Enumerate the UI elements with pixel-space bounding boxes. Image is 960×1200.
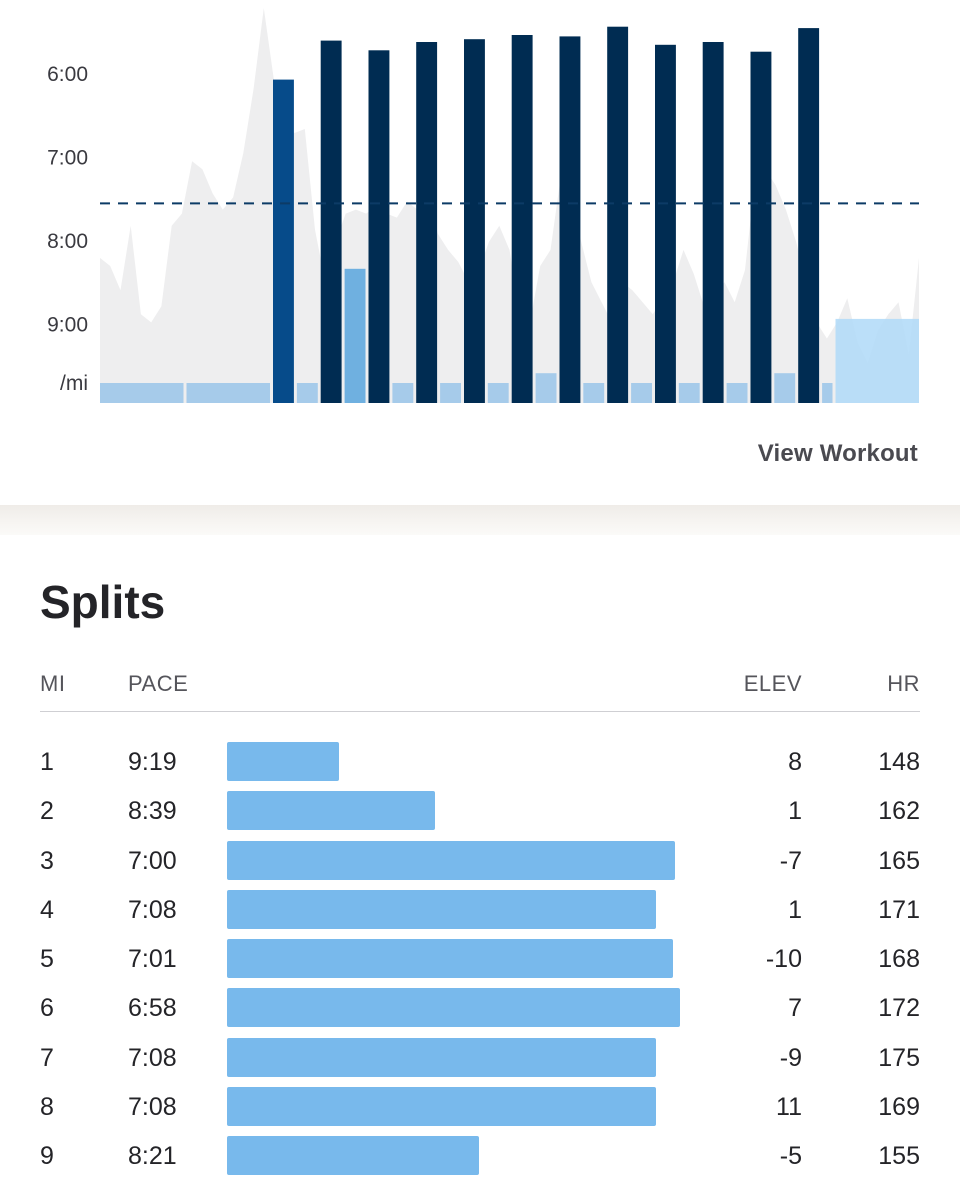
splits-title: Splits — [40, 576, 166, 628]
split-pace-bar — [227, 889, 656, 929]
header-pace: PACE — [128, 671, 189, 696]
split-elevation: 1 — [788, 895, 802, 924]
header-mi: MI — [40, 671, 66, 696]
split-row: 3 7:00 -7 165 — [0, 840, 960, 890]
y-tick-label: 6:00 — [47, 63, 88, 86]
split-row: 5 7:01 -10 168 — [0, 939, 960, 988]
split-mile: 1 — [40, 748, 54, 776]
split-row: 2 8:39 1 162 — [0, 791, 960, 840]
splits-table: 1 9:19 8 148 2 8:39 1 162 3 7:00 -7 165 4 7:08 1 171 5 7:… — [0, 742, 960, 1186]
split-elevation: -5 — [779, 1142, 802, 1171]
split-pace: 8:39 — [128, 797, 177, 826]
split-heart-rate: 162 — [878, 797, 920, 826]
split-heart-rate: 171 — [878, 895, 920, 924]
split-pace-bar — [227, 1136, 479, 1176]
pace-chart: 6:00 7:00 8:00 9:00/mi — [47, 8, 919, 404]
recovery-pace-bar — [678, 383, 700, 403]
split-mile: 2 — [40, 797, 54, 826]
y-unit-label: /mi — [60, 372, 88, 395]
split-heart-rate: 165 — [878, 846, 920, 875]
split-pace: 7:08 — [128, 1043, 177, 1072]
split-heart-rate: 175 — [878, 1043, 920, 1072]
split-pace: 7:08 — [128, 895, 177, 924]
recovery-pace-bar — [774, 373, 796, 403]
split-mile: 5 — [40, 945, 54, 974]
split-mile: 3 — [40, 846, 54, 875]
split-mile: 4 — [40, 895, 54, 924]
split-elevation: -7 — [779, 846, 802, 875]
y-tick-label: 9:00 — [47, 314, 88, 337]
split-pace-bar — [227, 1037, 656, 1077]
split-pace-bar — [227, 742, 339, 781]
run-pace-bar — [273, 79, 294, 403]
split-elevation: 8 — [788, 748, 802, 776]
split-pace: 7:01 — [128, 945, 177, 974]
recovery-pace-bar — [440, 383, 461, 403]
split-heart-rate: 155 — [878, 1142, 920, 1171]
recovery-pace-bar — [583, 383, 605, 403]
split-elevation: -9 — [779, 1043, 802, 1072]
split-pace: 7:08 — [128, 1093, 177, 1122]
split-row: 6 6:58 7 172 — [0, 988, 960, 1037]
recovery-pace-bar — [822, 383, 833, 403]
run-pace-bar — [607, 26, 629, 403]
recovery-pace-bar — [344, 268, 366, 403]
split-heart-rate: 168 — [878, 945, 920, 974]
split-row: 4 7:08 1 171 — [0, 889, 960, 939]
run-pace-bar — [511, 35, 533, 403]
split-row: 1 9:19 8 148 — [0, 742, 960, 791]
header-hr: HR — [887, 671, 920, 696]
split-pace-bar — [227, 1087, 656, 1127]
recovery-pace-bar — [631, 383, 652, 403]
split-mile: 9 — [40, 1142, 54, 1171]
recovery-pace-bar — [392, 383, 414, 403]
run-pace-bar — [655, 44, 676, 404]
warmup-pace-bar — [100, 383, 184, 403]
split-pace: 7:00 — [128, 846, 177, 875]
split-mile: 6 — [40, 994, 54, 1023]
split-elevation: 11 — [776, 1093, 802, 1122]
split-mile: 8 — [40, 1093, 54, 1122]
run-pace-bar — [368, 50, 390, 404]
split-row: 9 8:21 -5 155 — [0, 1136, 960, 1185]
split-heart-rate: 169 — [878, 1093, 920, 1122]
recovery-pace-bar — [296, 383, 318, 403]
split-pace-bar — [227, 988, 680, 1028]
split-pace: 6:58 — [128, 994, 177, 1023]
y-tick-label: 8:00 — [47, 230, 88, 253]
split-elevation: 1 — [788, 797, 802, 826]
run-pace-bar — [464, 39, 485, 403]
split-elevation: 7 — [788, 994, 802, 1023]
run-pace-bar — [750, 51, 772, 403]
run-pace-bar — [320, 40, 342, 403]
header-elev: ELEV — [743, 671, 802, 696]
split-heart-rate: 172 — [878, 994, 920, 1023]
run-pace-bar — [559, 36, 581, 404]
split-elevation: -10 — [765, 945, 802, 974]
recovery-pace-bar — [535, 373, 557, 403]
y-tick-label: 7:00 — [47, 147, 88, 170]
cooldown-pace-bar — [835, 318, 919, 403]
split-pace-bar — [227, 939, 673, 979]
split-row: 8 7:08 11 169 — [0, 1087, 960, 1136]
elevation-area — [100, 8, 919, 403]
split-pace-bar — [227, 840, 675, 880]
split-pace: 9:19 — [128, 748, 177, 776]
recovery-pace-bar — [487, 383, 509, 403]
run-pace-bar — [416, 42, 438, 403]
workout-chart-card: 6:00 7:00 8:00 9:00/mi View Workout — [0, 0, 960, 505]
recovery-pace-bar — [726, 383, 748, 403]
section-divider — [0, 505, 960, 535]
split-pace: 8:21 — [128, 1142, 177, 1171]
run-pace-bar — [798, 28, 820, 403]
header-divider — [40, 711, 920, 712]
view-workout-link[interactable]: View Workout — [757, 440, 918, 467]
split-row: 7 7:08 -9 175 — [0, 1037, 960, 1087]
warmup-pace-bar — [186, 383, 270, 403]
split-heart-rate: 148 — [878, 748, 920, 776]
split-pace-bar — [227, 791, 436, 831]
split-mile: 7 — [40, 1043, 54, 1072]
splits-section: Splits MI PACE ELEV HR 1 9:19 8 148 2 8:39 1 16… — [0, 535, 960, 1200]
run-pace-bar — [702, 42, 724, 403]
